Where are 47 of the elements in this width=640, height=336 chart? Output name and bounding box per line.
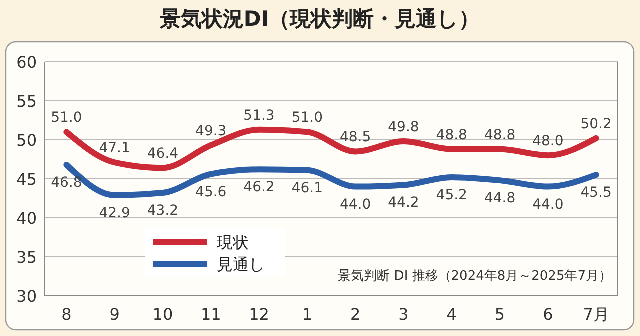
data-label: 46.4 [147,146,179,162]
x-tick-label: 7月 [583,305,610,324]
x-tick-label: 12 [249,305,270,324]
data-label: 45.6 [196,184,227,200]
y-tick-label: 55 [16,92,37,111]
data-label: 48.5 [340,130,372,146]
data-label: 44.2 [388,195,420,212]
legend-label: 見通し [217,255,265,274]
data-label: 44.0 [532,196,564,213]
data-label: 46.1 [292,180,324,196]
y-tick-label: 60 [16,53,37,72]
x-tick-label: 4 [446,305,457,324]
annotation: 景気判断 DI 推移（2024年8月～2025年7月） [338,269,612,284]
y-tick-label: 45 [16,170,37,189]
x-tick-label: 8 [62,305,72,324]
y-tick-label: 35 [16,248,37,267]
x-tick-label: 11 [200,305,222,324]
data-label: 48.8 [436,127,468,144]
legend-label: 現状 [217,233,249,252]
x-tick-label: 6 [543,305,554,324]
chart-title: 景気状況DI（現状判断・見通し） [158,7,480,31]
x-tick-label: 9 [110,305,120,324]
data-label: 51.0 [292,110,324,126]
data-label: 46.2 [244,180,275,196]
x-tick-label: 5 [494,305,506,324]
data-label: 49.3 [196,123,227,140]
data-label: 44.0 [340,196,372,213]
x-tick-label: 2 [350,305,361,324]
data-label: 45.5 [580,185,612,202]
data-label: 42.9 [99,205,130,222]
data-label: 43.2 [147,203,179,220]
data-label: 46.8 [51,174,82,191]
data-label: 51.3 [244,108,275,124]
y-tick-label: 30 [16,287,37,306]
x-tick-label: 10 [152,305,174,324]
data-label: 48.8 [484,127,516,144]
data-label: 47.1 [99,140,130,157]
data-label: 44.8 [484,190,516,207]
x-tick-label: 3 [398,305,409,324]
y-tick-label: 40 [16,209,37,228]
data-label: 45.2 [436,187,468,204]
data-label: 49.8 [388,120,420,136]
data-label: 48.0 [532,134,564,150]
data-label: 51.0 [51,110,82,126]
y-tick-label: 50 [16,131,37,150]
x-tick-label: 1 [302,305,313,324]
data-label: 50.2 [580,116,612,132]
